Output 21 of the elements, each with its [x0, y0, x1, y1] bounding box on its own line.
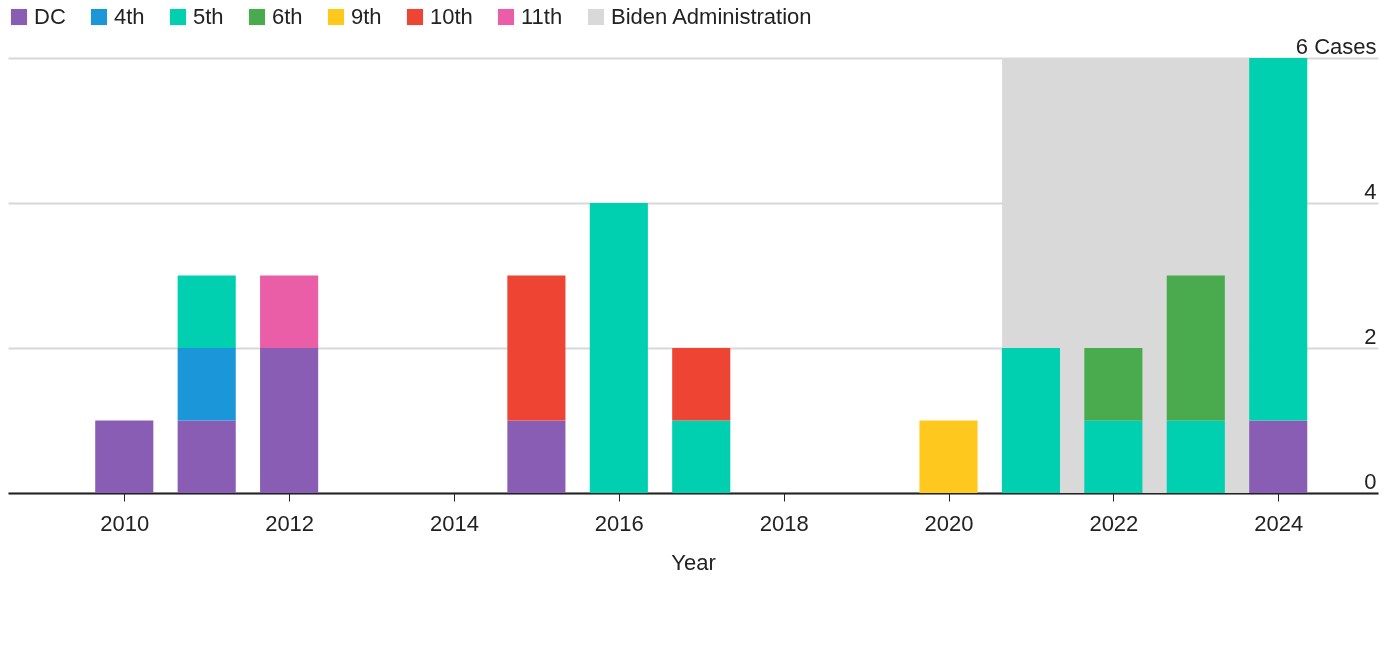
- legend-label: 9th: [351, 4, 382, 29]
- x-tick-label: 2022: [1089, 510, 1139, 536]
- y-tick-label: 4: [1364, 178, 1377, 204]
- legend-label: 11th: [521, 4, 563, 29]
- legend-label: 4th: [114, 4, 145, 29]
- y-tick-label: 6 Cases: [1295, 33, 1377, 59]
- legend-label: DC: [34, 4, 66, 29]
- x-tick-label: 2016: [594, 510, 644, 536]
- legend-label: 10th: [430, 4, 473, 29]
- x-axis-title: Year: [671, 549, 716, 575]
- x-tick-label: 2014: [429, 510, 479, 536]
- legend-label: 6th: [272, 4, 303, 29]
- x-tick-label: 2012: [265, 510, 315, 536]
- x-tick-label: 2010: [100, 510, 150, 536]
- legend-label: 5th: [193, 4, 224, 29]
- x-tick-label: 2020: [924, 510, 974, 536]
- x-tick-label: 2024: [1254, 510, 1304, 536]
- legend-label: Biden Administration: [611, 4, 812, 29]
- y-tick-label: 2: [1364, 323, 1377, 349]
- y-tick-label: 0: [1364, 468, 1377, 494]
- x-tick-label: 2018: [759, 510, 809, 536]
